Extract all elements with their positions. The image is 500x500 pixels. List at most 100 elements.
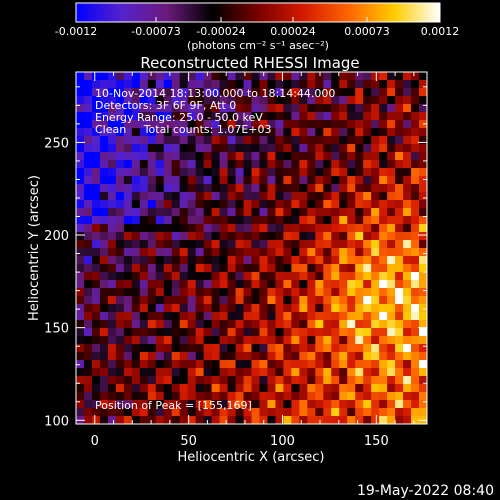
heatmap-cell (171, 384, 181, 393)
heatmap-cell (347, 416, 356, 424)
heatmap-cell (323, 352, 332, 361)
heatmap-cell (419, 144, 427, 153)
heatmap-cell (123, 208, 133, 217)
heatmap-cell (251, 200, 261, 209)
heatmap-cell (299, 120, 308, 129)
heatmap-cell (227, 296, 237, 305)
heatmap-cell (179, 352, 189, 361)
heatmap-cell (299, 144, 308, 153)
heatmap-cell (139, 368, 149, 377)
heatmap-cell (115, 336, 125, 345)
heatmap-cell (76, 72, 85, 81)
heatmap-cell (171, 352, 181, 361)
heatmap-cell (139, 176, 149, 185)
heatmap-cell (315, 296, 324, 305)
heatmap-cell (331, 288, 340, 297)
heatmap-cell (299, 208, 308, 217)
annotation-energy: Energy Range: 25.0 - 50.0 keV (95, 111, 263, 124)
heatmap-cell (195, 416, 205, 424)
heatmap-cell (243, 224, 253, 233)
heatmap-cell (219, 128, 229, 137)
heatmap-cell (147, 320, 157, 329)
heatmap-cell (115, 80, 125, 89)
heatmap-cell (139, 208, 149, 217)
heatmap-cell (83, 224, 93, 233)
heatmap-cell (315, 352, 324, 361)
heatmap-cell (339, 152, 348, 161)
heatmap-cell (419, 152, 427, 161)
heatmap-cell (99, 408, 109, 417)
heatmap-cell (131, 120, 141, 129)
heatmap-cell (211, 216, 221, 225)
heatmap-cell (155, 384, 165, 393)
heatmap-cell (155, 392, 165, 401)
heatmap-cell (155, 144, 165, 153)
heatmap-cell (403, 104, 412, 113)
heatmap-cell (219, 416, 229, 424)
colorbar-tick-label: -0.00073 (131, 25, 180, 38)
heatmap-cell (355, 384, 364, 393)
heatmap-cell (259, 72, 269, 81)
heatmap-cell (331, 272, 340, 281)
heatmap-cell (283, 200, 292, 209)
heatmap-cell (235, 296, 245, 305)
heatmap-cell (147, 160, 157, 169)
heatmap-cell (411, 208, 420, 217)
heatmap-cell (195, 328, 205, 337)
heatmap-cell (83, 280, 93, 289)
heatmap-cell (251, 168, 261, 177)
heatmap-cell (403, 128, 412, 137)
heatmap-cell (411, 360, 420, 369)
heatmap-cell (267, 128, 277, 137)
heatmap-cell (363, 376, 372, 385)
heatmap-cell (299, 160, 308, 169)
heatmap-cell (395, 288, 404, 297)
heatmap-cell (195, 152, 205, 161)
heatmap-cell (139, 120, 149, 129)
heatmap-cell (83, 160, 93, 169)
heatmap-cell (123, 312, 133, 321)
heatmap-cell (251, 216, 261, 225)
heatmap-cell (347, 304, 356, 313)
heatmap-cell (251, 256, 261, 265)
heatmap-cell (411, 312, 420, 321)
heatmap-cell (131, 248, 141, 257)
heatmap-cell (323, 208, 332, 217)
heatmap-cell (267, 176, 277, 185)
heatmap-cell (315, 152, 324, 161)
heatmap-cell (347, 288, 356, 297)
heatmap-cell (411, 96, 420, 105)
heatmap-cell (203, 288, 213, 297)
heatmap-cell (99, 88, 109, 97)
heatmap-cell (195, 360, 205, 369)
heatmap-cell (395, 72, 404, 81)
heatmap-cell (235, 72, 245, 81)
heatmap-cell (259, 152, 269, 161)
heatmap-cell (355, 216, 364, 225)
heatmap-cell (291, 280, 300, 289)
heatmap-cell (227, 160, 237, 169)
heatmap-cell (179, 384, 189, 393)
heatmap-cell (107, 392, 117, 401)
heatmap-cell (235, 192, 245, 201)
heatmap-cell (123, 400, 133, 409)
heatmap-cell (99, 72, 109, 81)
heatmap-cell (107, 136, 117, 145)
heatmap-cell (275, 112, 285, 121)
heatmap-cell (307, 168, 316, 177)
heatmap-cell (179, 72, 189, 81)
heatmap-cell (155, 360, 165, 369)
heatmap-cell (187, 320, 197, 329)
heatmap-cell (315, 104, 324, 113)
heatmap-cell (147, 256, 157, 265)
heatmap-cell (275, 200, 285, 209)
heatmap-cell (147, 128, 157, 137)
heatmap-cell (227, 264, 237, 273)
heatmap-cell (171, 392, 181, 401)
heatmap-cell (315, 400, 324, 409)
heatmap-cell (227, 256, 237, 265)
heatmap-cell (107, 280, 117, 289)
heatmap-cell (403, 376, 412, 385)
x-tick-label: 50 (180, 434, 197, 449)
heatmap-cell (211, 296, 221, 305)
